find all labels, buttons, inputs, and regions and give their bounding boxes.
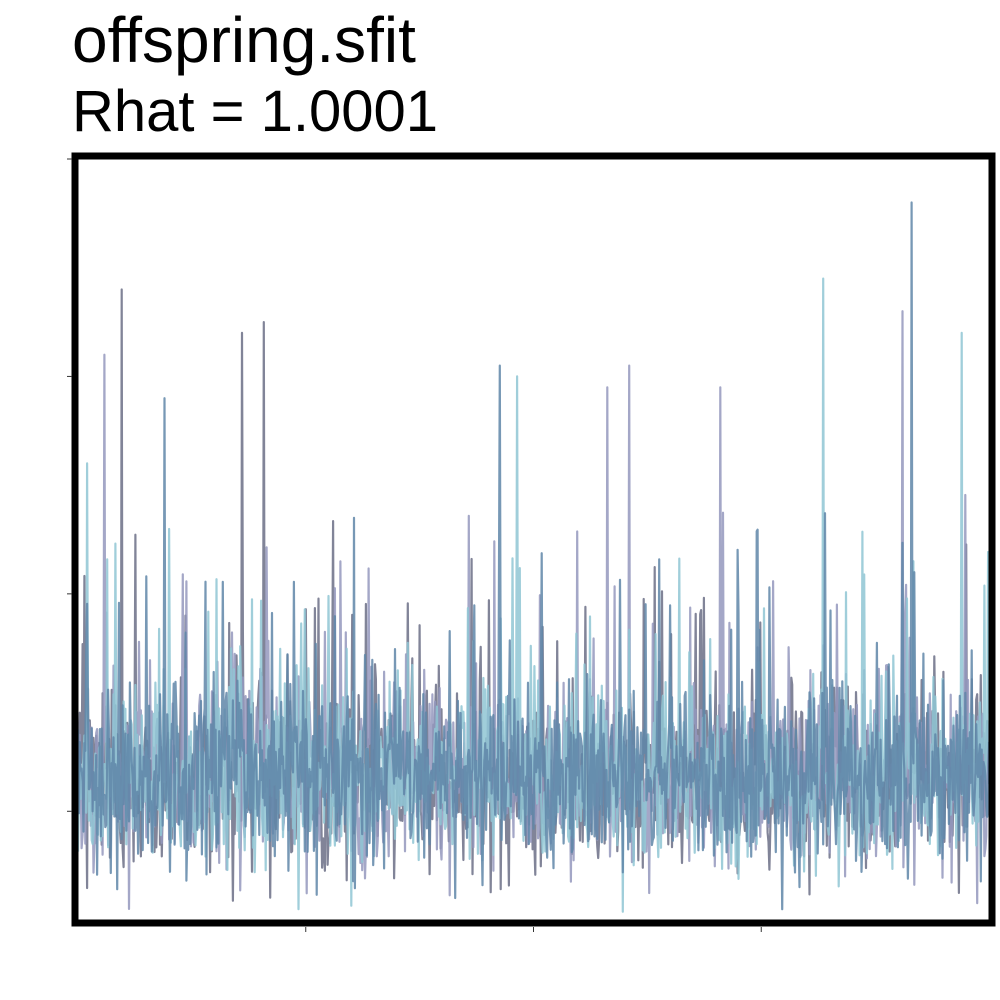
chart-subtitle: Rhat = 1.0001	[72, 79, 439, 144]
chain-4-trace	[76, 201, 991, 911]
plot-frame	[71, 152, 996, 927]
axis-ticks	[67, 158, 762, 932]
chain-traces	[76, 201, 991, 913]
chart-title: offspring.sfit	[72, 4, 416, 76]
